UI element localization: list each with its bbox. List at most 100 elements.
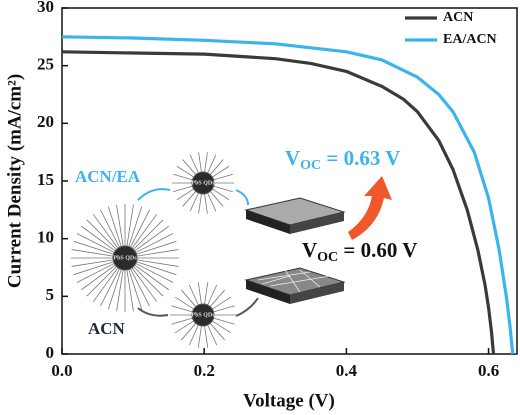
ligand xyxy=(171,305,193,313)
qd-label: PbS QDs xyxy=(113,255,137,261)
ligand xyxy=(136,259,179,267)
ligand xyxy=(73,240,114,255)
ligand xyxy=(107,206,122,247)
ligand xyxy=(73,261,114,276)
quantum-dot xyxy=(191,303,215,327)
ligand xyxy=(176,165,194,178)
x-axis-title: Voltage (V) xyxy=(243,390,335,411)
ligand xyxy=(133,266,164,297)
ligand xyxy=(71,249,114,257)
ligand xyxy=(176,188,194,201)
y-tick-label: 5 xyxy=(46,285,55,304)
ligand xyxy=(182,191,197,207)
ligand xyxy=(100,268,120,307)
ligand xyxy=(135,233,174,253)
ligand xyxy=(198,193,202,214)
ligand xyxy=(189,192,199,212)
ligand xyxy=(209,159,224,175)
voc-value: = 0.60 V xyxy=(338,238,417,262)
voc-value: = 0.63 V xyxy=(321,146,400,170)
y-tick-label: 25 xyxy=(37,55,54,74)
quantum-dot xyxy=(191,171,215,195)
ligand xyxy=(212,165,230,178)
ligand xyxy=(126,204,134,247)
ligand xyxy=(204,325,209,348)
ligand xyxy=(209,289,225,307)
ligand xyxy=(173,185,193,193)
ligand xyxy=(212,188,230,201)
ligand xyxy=(134,264,169,291)
data-line xyxy=(61,35,515,355)
ligand xyxy=(86,219,117,250)
voc-annotation: VOC = 0.60 V xyxy=(302,238,417,265)
ligand xyxy=(212,320,231,334)
ligand xyxy=(207,154,217,174)
ligand xyxy=(207,284,218,306)
ligand xyxy=(92,267,119,302)
y-axis-title: Current Density (mA/cm²) xyxy=(4,74,25,288)
inset-label-bottom: ACN xyxy=(88,319,126,338)
y-tick-label: 15 xyxy=(37,170,54,189)
ligand xyxy=(207,192,217,212)
ligand xyxy=(188,284,199,306)
ligand xyxy=(136,240,177,255)
ligand xyxy=(175,296,194,310)
ligand xyxy=(81,225,116,252)
ligand xyxy=(197,325,202,348)
ligand xyxy=(130,268,150,307)
ligand xyxy=(182,159,197,175)
y-tick-label: 20 xyxy=(37,112,54,131)
qd-label: PbS QDs xyxy=(191,312,215,318)
data-line xyxy=(61,50,496,355)
ligand xyxy=(134,225,169,252)
y-tick-label: 10 xyxy=(37,228,54,247)
ligand xyxy=(86,266,117,297)
inset-label-top: ACN/EA xyxy=(75,167,141,186)
ligand xyxy=(71,259,114,267)
ligand xyxy=(209,323,225,341)
qd-label: PbS QDs xyxy=(191,180,215,186)
ligand xyxy=(133,219,164,250)
voc-annotation: VOC = 0.63 V xyxy=(285,146,400,173)
ligand xyxy=(213,185,233,193)
x-tick-label: 0.2 xyxy=(194,361,215,380)
ligand xyxy=(130,209,150,248)
x-tick-label: 0.4 xyxy=(336,361,358,380)
ligand xyxy=(100,209,120,248)
ligand xyxy=(204,282,209,305)
ligand xyxy=(181,323,197,341)
ligand xyxy=(76,233,115,253)
ligand xyxy=(135,263,174,283)
ligand xyxy=(212,296,231,310)
voc-symbol: V xyxy=(302,238,317,262)
ligand xyxy=(213,317,235,325)
ligand xyxy=(204,193,208,214)
quantum-dot xyxy=(112,245,138,271)
voc-subscript: OC xyxy=(300,158,321,173)
ligand xyxy=(171,317,193,325)
legend-label: EA/ACN xyxy=(443,32,497,47)
x-tick-label: 0.0 xyxy=(51,361,72,380)
ligand xyxy=(131,267,158,302)
ligand xyxy=(204,152,208,173)
y-tick-label: 30 xyxy=(37,0,54,16)
ligand xyxy=(197,282,202,305)
ligand xyxy=(213,305,235,313)
ligand xyxy=(181,289,197,307)
ligand xyxy=(198,152,202,173)
ligand xyxy=(189,154,199,174)
y-tick-label: 0 xyxy=(46,343,55,362)
ligand xyxy=(128,206,143,247)
ligand xyxy=(116,269,124,312)
ligand xyxy=(126,269,134,312)
ligand xyxy=(136,261,177,276)
ligand xyxy=(136,249,179,257)
ligand xyxy=(92,214,119,249)
voc-symbol: V xyxy=(285,146,300,170)
x-tick-label: 0.6 xyxy=(478,361,499,380)
ligand xyxy=(209,191,224,207)
ligand xyxy=(213,173,233,181)
legend-label: ACN xyxy=(443,10,473,25)
ligand xyxy=(81,264,116,291)
